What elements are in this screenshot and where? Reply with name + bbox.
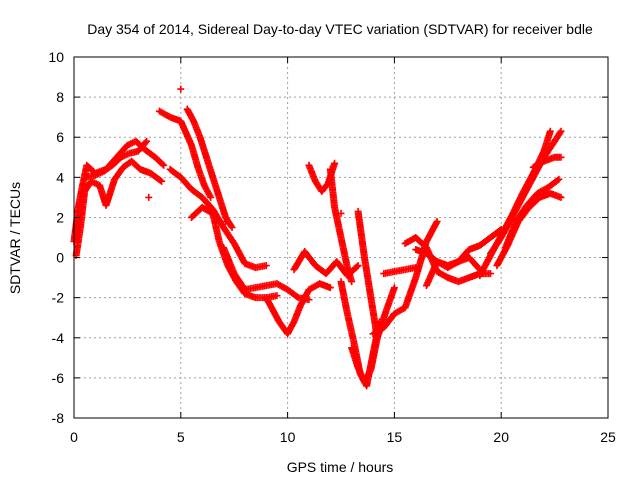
data-point bbox=[207, 193, 215, 201]
series-sat-l bbox=[326, 165, 356, 286]
series-sat-x bbox=[501, 175, 563, 252]
y-tick-label: 4 bbox=[56, 169, 64, 185]
series-sat-h bbox=[220, 244, 313, 304]
data-points bbox=[70, 85, 565, 390]
chart-title: Day 354 of 2014, Sidereal Day-to-day VTE… bbox=[87, 21, 593, 37]
data-point bbox=[487, 270, 495, 278]
trace-marker bbox=[158, 160, 166, 168]
series-sat-q bbox=[380, 264, 420, 278]
x-tick-label: 5 bbox=[177, 429, 185, 445]
isolated-point bbox=[145, 193, 153, 201]
trace-marker bbox=[142, 138, 150, 146]
data-point bbox=[557, 193, 565, 201]
y-tick-label: -2 bbox=[52, 290, 65, 306]
y-tick-label: -4 bbox=[52, 330, 65, 346]
series-sat-c bbox=[81, 137, 151, 181]
series-sat-b bbox=[72, 157, 166, 260]
data-point bbox=[143, 137, 151, 145]
data-point bbox=[546, 127, 554, 135]
x-axis-title: GPS time / hours bbox=[287, 459, 394, 475]
y-tick-label: -8 bbox=[52, 410, 65, 426]
data-point bbox=[557, 127, 565, 135]
data-point bbox=[262, 262, 270, 270]
data-point bbox=[331, 159, 339, 167]
series-sat-y bbox=[529, 153, 565, 171]
y-tick-label: 2 bbox=[56, 209, 64, 225]
data-point bbox=[326, 284, 334, 292]
series-sat-o bbox=[348, 334, 381, 386]
y-tick-label: 10 bbox=[48, 49, 64, 65]
isolated-point bbox=[177, 85, 185, 93]
trace-marker bbox=[156, 176, 164, 184]
trace-marker bbox=[554, 176, 562, 184]
x-tick-label: 0 bbox=[70, 429, 78, 445]
x-tick-label: 10 bbox=[280, 429, 296, 445]
series-sat-e bbox=[183, 105, 236, 231]
y-axis-title: SDTVAR / TECUs bbox=[7, 182, 23, 294]
data-point bbox=[557, 153, 565, 161]
y-tick-label: 6 bbox=[56, 129, 64, 145]
y-tick-label: 8 bbox=[56, 89, 64, 105]
data-point bbox=[160, 161, 168, 169]
data-point bbox=[158, 177, 166, 185]
x-tick-label: 15 bbox=[387, 429, 403, 445]
series-sat-d bbox=[155, 107, 215, 201]
series-sat-i bbox=[262, 280, 334, 338]
data-point bbox=[348, 278, 356, 286]
data-point bbox=[228, 223, 236, 231]
series-sat-v bbox=[487, 127, 565, 258]
x-tick-label: 25 bbox=[600, 429, 616, 445]
data-point bbox=[555, 175, 563, 183]
isolated-point bbox=[222, 217, 230, 225]
series-sat-p bbox=[369, 217, 441, 338]
axis-ticks: 0 5 10 15 20 25 -8 -6 -4 -2 0 2 4 6 8 10 bbox=[48, 49, 616, 445]
data-point bbox=[373, 334, 381, 342]
series-sat-n bbox=[354, 207, 398, 342]
data-point bbox=[354, 262, 362, 270]
series-sat-t bbox=[422, 254, 484, 290]
y-tick-label: -6 bbox=[52, 370, 65, 386]
trace-marker bbox=[353, 263, 361, 271]
trace-marker bbox=[227, 222, 235, 230]
x-tick-label: 20 bbox=[493, 429, 509, 445]
plot-border bbox=[73, 56, 609, 419]
data-point bbox=[273, 292, 281, 300]
data-point bbox=[433, 217, 441, 225]
data-point bbox=[390, 284, 398, 292]
trace-marker bbox=[206, 192, 214, 200]
y-tick-label: 0 bbox=[56, 250, 64, 266]
trace-marker bbox=[556, 129, 564, 137]
isolated-point bbox=[337, 209, 345, 217]
data-point bbox=[412, 264, 420, 272]
